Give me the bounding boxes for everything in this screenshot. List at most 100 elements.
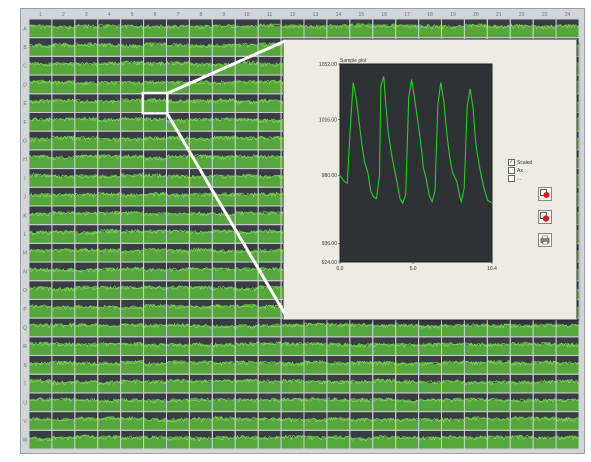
column-tick-label: 11 — [267, 12, 272, 18]
legend-label: ... — [517, 175, 522, 182]
column-tick-label: 14 — [336, 12, 342, 18]
well-cell[interactable] — [532, 373, 557, 394]
inset-plot-window: Sample plot 924.00 936.00 980.00 1016.00 1052… — [283, 39, 577, 320]
well-cell[interactable] — [51, 392, 76, 413]
pan-button[interactable] — [538, 210, 552, 224]
y-tick-label: 924.00 — [322, 260, 338, 266]
row-tick-label: I — [24, 176, 25, 182]
pan-icon — [540, 212, 550, 222]
row-tick-label: V — [23, 419, 27, 425]
well-cell[interactable] — [120, 205, 145, 226]
well-cell[interactable] — [120, 55, 145, 76]
legend-checkbox[interactable] — [508, 167, 515, 174]
zoom-button[interactable] — [538, 187, 552, 201]
well-cell[interactable] — [463, 429, 488, 450]
column-tick-label: 22 — [519, 12, 525, 18]
row-tick-label: D — [23, 82, 27, 88]
legend-label: Scaled — [517, 159, 533, 166]
well-cell[interactable] — [532, 18, 557, 39]
well-cell[interactable] — [143, 261, 168, 282]
column-tick-label: 17 — [404, 12, 410, 18]
x-tick-label: 5.0 — [410, 266, 417, 272]
legend-checkbox[interactable] — [508, 175, 515, 182]
row-tick-label: L — [24, 232, 27, 238]
well-cell[interactable] — [143, 186, 168, 207]
column-tick-label: 9 — [222, 12, 225, 18]
column-tick-label: 18 — [427, 12, 433, 18]
trace-plot[interactable]: Sample plot 924.00 936.00 980.00 1016.00 1052… — [284, 40, 578, 321]
column-tick-label: 23 — [542, 12, 548, 18]
plot-title: Sample plot — [340, 58, 367, 64]
column-tick-label: 21 — [496, 12, 502, 18]
column-tick-label: 6 — [154, 12, 157, 18]
selected-well-marker — [141, 91, 169, 115]
zoom-icon — [540, 189, 550, 198]
column-tick-label: 7 — [177, 12, 180, 18]
row-tick-label: F — [23, 120, 26, 126]
well-cell[interactable] — [143, 298, 168, 319]
row-tick-label: Q — [23, 325, 27, 331]
row-tick-label: H — [23, 157, 27, 163]
well-cell[interactable] — [51, 261, 76, 282]
well-cell[interactable] — [463, 336, 488, 357]
trace-line — [339, 76, 493, 205]
well-cell[interactable] — [51, 74, 76, 95]
row-tick-label: S — [23, 363, 27, 369]
column-tick-label: 2 — [62, 12, 65, 18]
well-cell[interactable] — [555, 373, 580, 394]
well-cell[interactable] — [555, 392, 580, 413]
y-tick-label: 1052.00 — [319, 62, 337, 68]
column-tick-label: 10 — [244, 12, 250, 18]
row-tick-label: B — [23, 45, 27, 51]
legend-checkbox[interactable]: ✓ — [508, 159, 515, 166]
column-tick-label: 5 — [131, 12, 134, 18]
well-cell[interactable] — [28, 392, 53, 413]
column-tick-label: 24 — [565, 12, 571, 18]
column-tick-label: 3 — [85, 12, 88, 18]
x-tick-label: 10.4 — [487, 266, 497, 272]
y-tick-label: 980.00 — [322, 173, 338, 179]
legend-item-ax[interactable]: Ax — [508, 167, 523, 174]
column-tick-label: 8 — [199, 12, 202, 18]
y-tick-label: 1016.00 — [319, 117, 337, 123]
well-cell[interactable] — [234, 18, 259, 39]
column-tick-label: 15 — [359, 12, 365, 18]
well-cell[interactable] — [28, 261, 53, 282]
well-cell[interactable] — [555, 429, 580, 450]
row-tick-label: T — [23, 382, 26, 388]
well-cell[interactable] — [349, 429, 374, 450]
column-tick-label: 16 — [381, 12, 387, 18]
print-icon — [540, 235, 550, 245]
plate-heatmap-panel: 1 2 3 4 5 6 7 8 9 10 11 12 13 14 15 16 17 18 19 20 21 22 23 24 A… — [20, 8, 585, 454]
well-cell[interactable] — [74, 429, 99, 450]
well-cell[interactable] — [395, 429, 420, 450]
row-tick-label: M — [23, 251, 27, 257]
legend-item-scaled[interactable]: ✓ Scaled — [508, 159, 532, 166]
row-tick-label: R — [23, 344, 27, 350]
row-tick-label: J — [24, 195, 27, 201]
legend-label: Ax — [517, 167, 523, 174]
y-tick-label: 936.00 — [322, 241, 338, 247]
row-tick-label: N — [23, 269, 27, 275]
legend-item-other[interactable]: ... — [508, 175, 521, 182]
row-tick-label: K — [23, 213, 27, 219]
row-tick-label: O — [23, 288, 27, 294]
print-button[interactable] — [538, 233, 552, 247]
row-tick-label: E — [23, 101, 27, 107]
column-tick-label: 20 — [473, 12, 479, 18]
well-cell[interactable] — [555, 411, 580, 431]
row-tick-label: W — [23, 438, 28, 444]
column-tick-label: 12 — [290, 12, 296, 18]
column-tick-label: 13 — [313, 12, 319, 18]
well-cell[interactable] — [97, 261, 122, 282]
row-tick-label: A — [23, 26, 27, 32]
row-tick-label: P — [23, 307, 27, 313]
x-tick-label: 0.0 — [337, 266, 344, 272]
column-tick-label: 19 — [450, 12, 456, 18]
well-cell[interactable] — [280, 429, 305, 450]
column-tick-label: 4 — [108, 12, 111, 18]
row-tick-label: U — [23, 400, 27, 406]
well-cell[interactable] — [97, 429, 122, 450]
well-cell[interactable] — [441, 429, 465, 450]
well-cell[interactable] — [97, 168, 122, 188]
